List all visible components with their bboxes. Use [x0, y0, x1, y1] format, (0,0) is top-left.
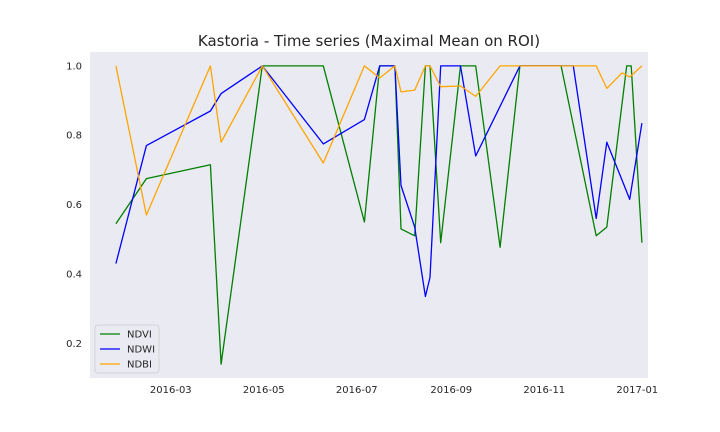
x-axis: 2016-03 2016-05 2016-07 2016-09 2016-11 2017-…	[150, 385, 658, 396]
legend-box	[94, 324, 160, 374]
x-tick-label: 2016-03	[150, 385, 192, 396]
legend-label-ndwi: NDWI	[127, 345, 155, 356]
series-line-ndwi	[115, 65, 643, 298]
series-line-ndbi	[115, 65, 643, 216]
y-axis: 0.2 0.4 0.6 0.8 1.0	[66, 61, 82, 349]
legend-label-ndbi: NDBI	[127, 360, 152, 371]
y-tick-label: 1.0	[66, 61, 82, 72]
y-tick-label: 0.6	[66, 200, 82, 211]
chart-title: Kastoria - Time series (Maximal Mean on …	[198, 32, 540, 50]
plot-background	[90, 52, 648, 378]
legend: NDVI NDWI NDBI	[94, 324, 160, 374]
legend-label-ndvi: NDVI	[127, 330, 152, 341]
y-tick-label: 0.2	[66, 339, 82, 350]
x-tick-label: 2016-09	[430, 385, 472, 396]
x-tick-label: 2016-05	[243, 385, 285, 396]
series-layer	[115, 65, 643, 365]
y-tick-label: 0.4	[66, 270, 82, 281]
x-tick-label: 2017-01	[616, 385, 658, 396]
y-tick-label: 0.8	[66, 131, 82, 142]
x-tick-label: 2016-11	[523, 385, 565, 396]
x-tick-label: 2016-07	[336, 385, 378, 396]
